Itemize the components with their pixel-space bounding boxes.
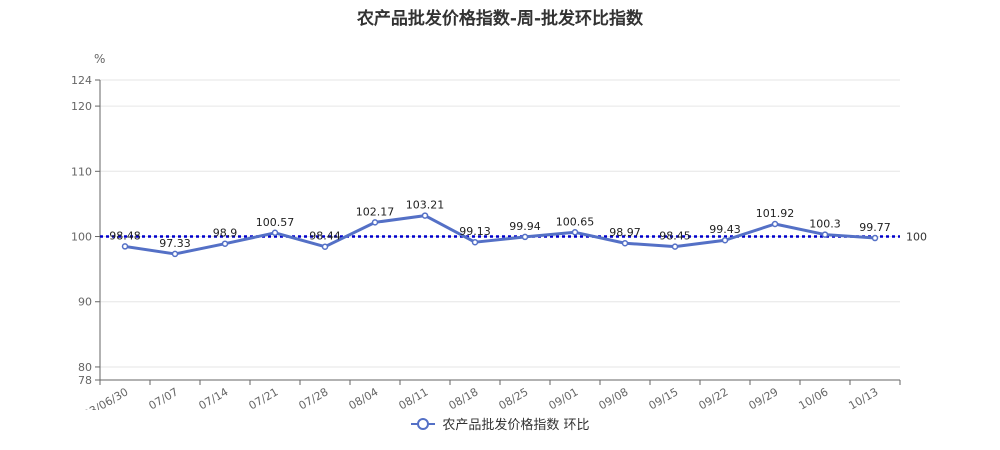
- series-line: [124, 214, 876, 256]
- y-tick-label: 90: [78, 296, 92, 309]
- data-point: [621, 239, 629, 247]
- data-point: [371, 219, 379, 226]
- y-tick-label: 120: [71, 100, 92, 113]
- data-point: [721, 236, 729, 244]
- x-tick-label: 09/15: [647, 385, 681, 410]
- data-label: 99.13: [459, 225, 491, 238]
- reference-label: 100: [906, 231, 927, 244]
- legend[interactable]: 农产品批发价格指数 环比: [0, 414, 1000, 435]
- x-tick-label: 08/11: [397, 385, 431, 410]
- x-tick-label: 09/29: [747, 385, 781, 410]
- data-label: 99.77: [859, 221, 891, 234]
- chart-title: 农产品批发价格指数-周-批发环比指数: [356, 9, 644, 29]
- data-label: 103.21: [406, 199, 445, 212]
- data-point: [671, 243, 679, 250]
- data-label: 98.9: [213, 227, 238, 240]
- data-point: [471, 238, 479, 246]
- x-tick-label: 10/13: [847, 385, 881, 410]
- data-point: [571, 229, 579, 236]
- y-tick-label: 78: [78, 374, 92, 387]
- legend-marker-icon: [411, 417, 436, 430]
- data-label: 97.33: [159, 237, 191, 250]
- data-label: 98.45: [659, 230, 691, 243]
- data-label: 100.65: [556, 215, 595, 228]
- x-tick-label: 07/14: [197, 385, 231, 410]
- data-point: [121, 243, 129, 250]
- x-tick-label: 10/06: [797, 385, 831, 410]
- x-tick-label: 08/04: [347, 385, 381, 410]
- y-tick-label: 110: [71, 165, 92, 178]
- y-tick-label: 124: [71, 74, 92, 87]
- x-tick-label: 07/07: [147, 385, 181, 410]
- x-tick-label: 09/08: [597, 385, 631, 410]
- x-tick-label: 2023/06/30: [69, 385, 130, 410]
- data-label: 102.17: [356, 205, 395, 218]
- y-tick-label: 100: [71, 231, 92, 244]
- y-axis-unit: %: [94, 52, 106, 66]
- data-point: [321, 243, 329, 250]
- data-label: 99.94: [509, 220, 541, 233]
- data-point: [221, 240, 229, 247]
- x-tick-label: 09/22: [697, 385, 731, 410]
- data-label: 99.43: [709, 223, 741, 236]
- data-point: [271, 229, 279, 237]
- data-label: 98.48: [109, 229, 141, 242]
- x-tick-label: 08/18: [447, 385, 481, 410]
- data-point: [421, 212, 429, 219]
- data-label: 98.44: [309, 230, 341, 243]
- data-label: 98.97: [609, 226, 641, 239]
- data-label: 100.3: [809, 218, 841, 231]
- y-tick-label: 80: [78, 361, 92, 374]
- x-tick-label: 08/25: [497, 385, 531, 410]
- x-tick-label: 07/28: [297, 385, 331, 410]
- data-point: [871, 234, 879, 242]
- data-point: [521, 233, 529, 241]
- legend-label: 农产品批发价格指数 环比: [442, 418, 590, 433]
- data-label: 100.57: [256, 216, 295, 229]
- x-tick-label: 09/01: [547, 385, 581, 410]
- data-point: [771, 220, 779, 228]
- data-label: 101.92: [756, 207, 795, 220]
- x-tick-label: 07/21: [247, 385, 281, 410]
- data-point: [171, 250, 179, 258]
- data-point: [821, 231, 829, 238]
